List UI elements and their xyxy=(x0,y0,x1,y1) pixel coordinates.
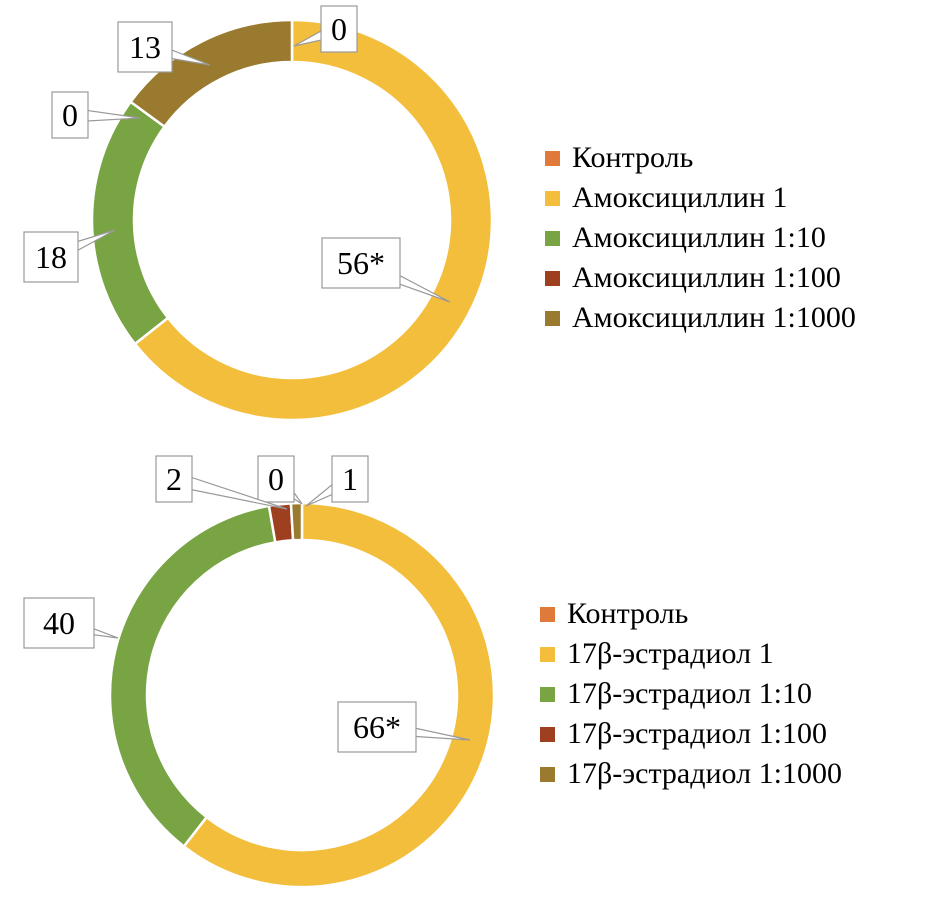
donut-slice xyxy=(108,504,277,849)
callout-box xyxy=(23,231,79,283)
callout-box xyxy=(51,91,89,139)
legend-label: 17β-эстрадиол 1:100 xyxy=(567,717,827,750)
legend-label: Амоксициллин 1:1000 xyxy=(572,301,856,334)
data-label: 0 xyxy=(331,11,347,47)
data-label: 2 xyxy=(166,461,182,497)
legend-swatch xyxy=(545,310,560,326)
data-label-callout: 18 xyxy=(23,229,116,283)
callout-box xyxy=(257,455,295,503)
data-label-callout: 1 xyxy=(305,455,369,507)
data-label: 13 xyxy=(129,29,161,65)
legend-label: Амоксициллин 1:10 xyxy=(572,221,826,254)
data-label-callout: 56* xyxy=(321,237,451,303)
callout-box xyxy=(117,21,173,73)
legend-swatch xyxy=(540,726,555,742)
legend-swatch xyxy=(545,230,560,246)
data-label: 40 xyxy=(43,605,75,641)
data-label: 1 xyxy=(342,461,358,497)
legend-swatch xyxy=(545,270,560,286)
donut-slice xyxy=(182,501,496,889)
callout-box xyxy=(337,701,417,753)
legend-swatch xyxy=(540,766,555,782)
callout-box xyxy=(331,455,369,503)
legend-item: 17β-эстрадиол 1:1000 xyxy=(540,754,842,794)
legend-estradiol: Контроль 17β-эстрадиол 1 17β-эстрадиол 1… xyxy=(540,594,842,794)
legend-item: Контроль xyxy=(545,138,856,178)
legend-label: 17β-эстрадиол 1:10 xyxy=(567,677,812,710)
legend-amoxicillin: Контроль Амоксициллин 1 Амоксициллин 1:1… xyxy=(545,138,856,338)
data-label-callout: 66* xyxy=(337,701,471,753)
legend-label: 17β-эстрадиол 1 xyxy=(567,637,774,670)
data-label-callout: 0 xyxy=(51,91,141,139)
callout-box xyxy=(23,597,95,649)
legend-item: Амоксициллин 1:100 xyxy=(545,258,856,298)
legend-item: Контроль xyxy=(540,594,842,634)
data-label: 18 xyxy=(35,239,67,275)
donut-slice xyxy=(289,501,304,542)
legend-swatch xyxy=(540,646,555,662)
data-label: 66* xyxy=(353,709,401,745)
legend-item: Амоксициллин 1 xyxy=(545,178,856,218)
data-label-callout: 2 xyxy=(155,455,288,510)
data-label-callout: 0 xyxy=(257,455,303,505)
data-label-callout: 13 xyxy=(117,21,211,73)
legend-swatch xyxy=(545,190,560,206)
legend-swatch xyxy=(545,150,560,166)
legend-label: Контроль xyxy=(567,597,689,630)
data-label: 56* xyxy=(337,245,385,281)
legend-item: 17β-эстрадиол 1:100 xyxy=(540,714,842,754)
legend-swatch xyxy=(540,606,555,622)
legend-item: Амоксициллин 1:10 xyxy=(545,218,856,258)
legend-label: Контроль xyxy=(572,141,694,174)
donut-slice xyxy=(133,18,494,422)
legend-item: Амоксициллин 1:1000 xyxy=(545,298,856,338)
donut-slice xyxy=(90,100,170,346)
callout-box xyxy=(321,237,401,289)
data-label: 0 xyxy=(268,461,284,497)
legend-label: Амоксициллин 1 xyxy=(572,181,788,214)
data-label-callout: 0 xyxy=(293,5,358,53)
legend-label: Амоксициллин 1:100 xyxy=(572,261,841,294)
callout-box xyxy=(155,455,193,503)
donut-chart-estradiol: 0 66* 40 2 1 xyxy=(23,455,496,889)
data-label-callout: 40 xyxy=(23,597,119,649)
legend-swatch xyxy=(540,686,555,702)
data-label: 0 xyxy=(62,97,78,133)
legend-label: 17β-эстрадиол 1:1000 xyxy=(567,757,842,790)
donut-chart-amoxicillin: 0 56* 18 0 13 xyxy=(23,5,494,422)
legend-item: 17β-эстрадиол 1 xyxy=(540,634,842,674)
legend-item: 17β-эстрадиол 1:10 xyxy=(540,674,842,714)
callout-box xyxy=(320,5,358,53)
